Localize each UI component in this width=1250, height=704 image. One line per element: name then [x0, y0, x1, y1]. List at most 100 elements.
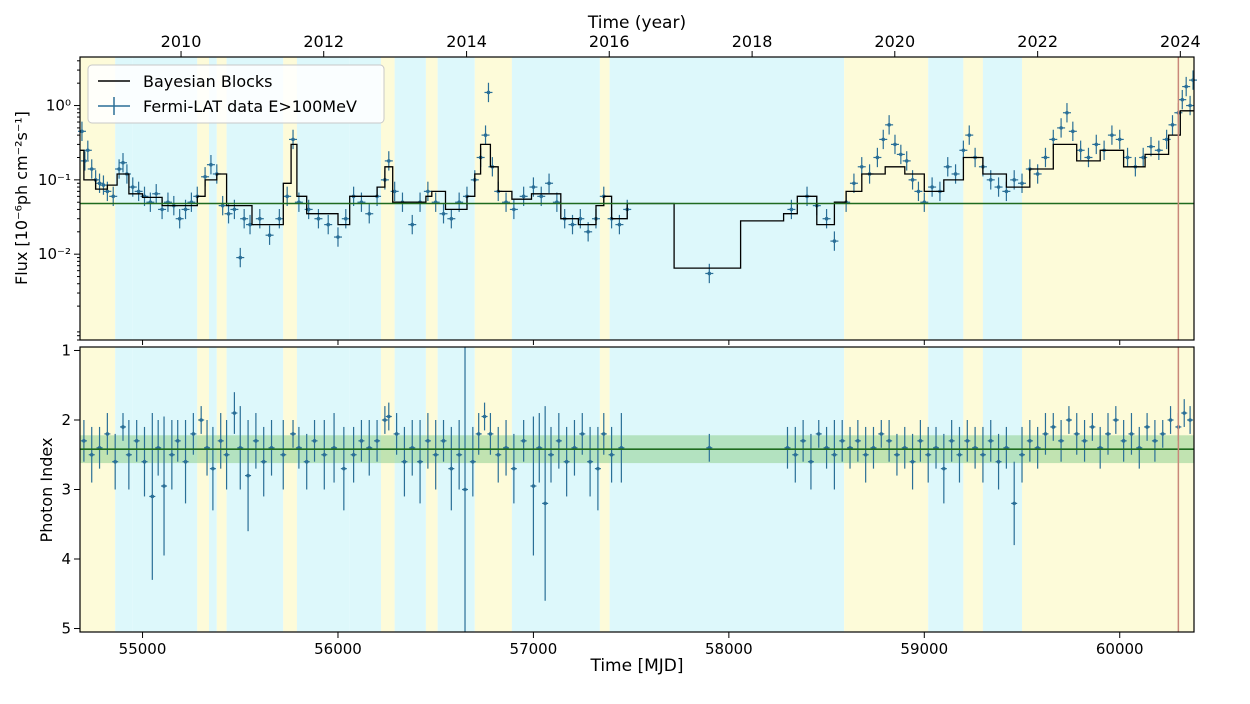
- flux-point: [267, 233, 272, 238]
- flux-y-tick-label: 10⁻¹: [38, 171, 71, 189]
- index-y-ticks: 1 2 3 4 5: [61, 341, 80, 638]
- index-point: [918, 439, 923, 443]
- index-point: [588, 459, 592, 464]
- index-point: [521, 439, 526, 443]
- flux-point: [1188, 103, 1192, 108]
- flux-point: [1065, 110, 1069, 115]
- bayesian-blocks-path: [80, 110, 1194, 269]
- index-point: [1090, 425, 1095, 429]
- flux-point: [859, 164, 864, 169]
- state-band: [197, 347, 209, 632]
- index-point: [199, 418, 203, 422]
- legend-bb-label: Bayesian Blocks: [143, 72, 273, 91]
- index-point: [809, 459, 813, 464]
- state-band: [511, 347, 600, 632]
- flux-point: [226, 211, 231, 216]
- state-band: [1022, 57, 1194, 340]
- flux-point: [220, 203, 225, 208]
- index-point: [580, 432, 585, 436]
- index-axis-label: Photon Index: [37, 438, 56, 543]
- index-point: [281, 452, 286, 457]
- mjd-tick-label: 55000: [119, 640, 167, 658]
- flux-point: [209, 162, 213, 167]
- flux-point: [996, 185, 1001, 189]
- state-band: [609, 347, 845, 632]
- mjd-tick-label: 58000: [705, 640, 753, 658]
- index-point: [441, 439, 446, 443]
- state-band: [928, 347, 964, 632]
- index-point: [856, 439, 860, 443]
- flux-point: [875, 155, 880, 160]
- state-band: [115, 57, 133, 340]
- index-point: [449, 466, 454, 471]
- index-point: [926, 452, 931, 457]
- state-band: [132, 347, 198, 632]
- index-point: [601, 432, 606, 436]
- flux-point: [789, 207, 794, 212]
- index-point: [291, 432, 295, 436]
- flux-point: [86, 148, 90, 153]
- index-point: [1082, 439, 1087, 443]
- state-band: [80, 347, 116, 632]
- flux-point: [512, 207, 516, 212]
- index-point: [433, 452, 438, 457]
- index-y-tick-label: 4: [61, 550, 71, 568]
- index-point: [113, 459, 117, 464]
- flux-point: [1110, 133, 1114, 137]
- flux-point: [930, 185, 934, 189]
- flux-y-ticks: 10⁻² 10⁻¹ 10⁰: [38, 60, 80, 341]
- flux-point: [367, 211, 372, 216]
- index-point: [127, 452, 131, 457]
- index-point: [351, 452, 356, 457]
- index-point: [105, 432, 110, 436]
- state-band: [599, 57, 610, 340]
- mjd-tick-label: 56000: [314, 640, 362, 658]
- state-band: [474, 347, 512, 632]
- index-y-tick-label: 1: [61, 341, 71, 359]
- flux-point: [1035, 172, 1040, 176]
- index-point: [1121, 439, 1126, 443]
- flux-point: [881, 137, 886, 142]
- index-point: [476, 432, 481, 436]
- index-point: [957, 452, 962, 457]
- index-point: [232, 411, 237, 415]
- index-point: [89, 452, 94, 457]
- state-band: [599, 347, 610, 632]
- index-point: [426, 439, 430, 443]
- flux-point: [285, 194, 289, 199]
- state-band: [394, 347, 426, 632]
- flux-point: [1141, 155, 1145, 160]
- index-point: [549, 452, 553, 457]
- index-point: [564, 459, 569, 464]
- flux-point: [203, 174, 207, 179]
- flux-point: [1043, 155, 1048, 160]
- flux-point: [277, 216, 282, 221]
- flux-point: [893, 142, 897, 147]
- state-band: [963, 57, 983, 340]
- index-point: [1059, 439, 1063, 443]
- index-point: [793, 452, 798, 457]
- flux-point: [1125, 155, 1130, 160]
- flux-point: [1004, 189, 1009, 194]
- index-point: [1067, 418, 1071, 422]
- index-point: [383, 418, 387, 422]
- flux-point: [578, 216, 583, 221]
- legend-data-label: Fermi-LAT data E>100MeV: [143, 97, 357, 116]
- index-point: [863, 452, 868, 457]
- index-point: [162, 484, 166, 488]
- index-point: [170, 452, 174, 457]
- flux-point: [89, 167, 94, 171]
- index-point: [609, 452, 614, 457]
- index-point: [1182, 411, 1187, 415]
- index-point: [1028, 439, 1032, 443]
- flux-point: [136, 189, 141, 194]
- index-point: [150, 494, 155, 499]
- index-y-tick-label: 5: [61, 620, 71, 638]
- state-band: [963, 347, 983, 632]
- index-point: [1074, 432, 1079, 436]
- flux-point: [336, 235, 340, 239]
- state-band: [982, 57, 1023, 340]
- index-point: [496, 452, 501, 457]
- state-bands-index: [80, 347, 1194, 632]
- flux-y-tick-label: 10⁻²: [38, 245, 71, 263]
